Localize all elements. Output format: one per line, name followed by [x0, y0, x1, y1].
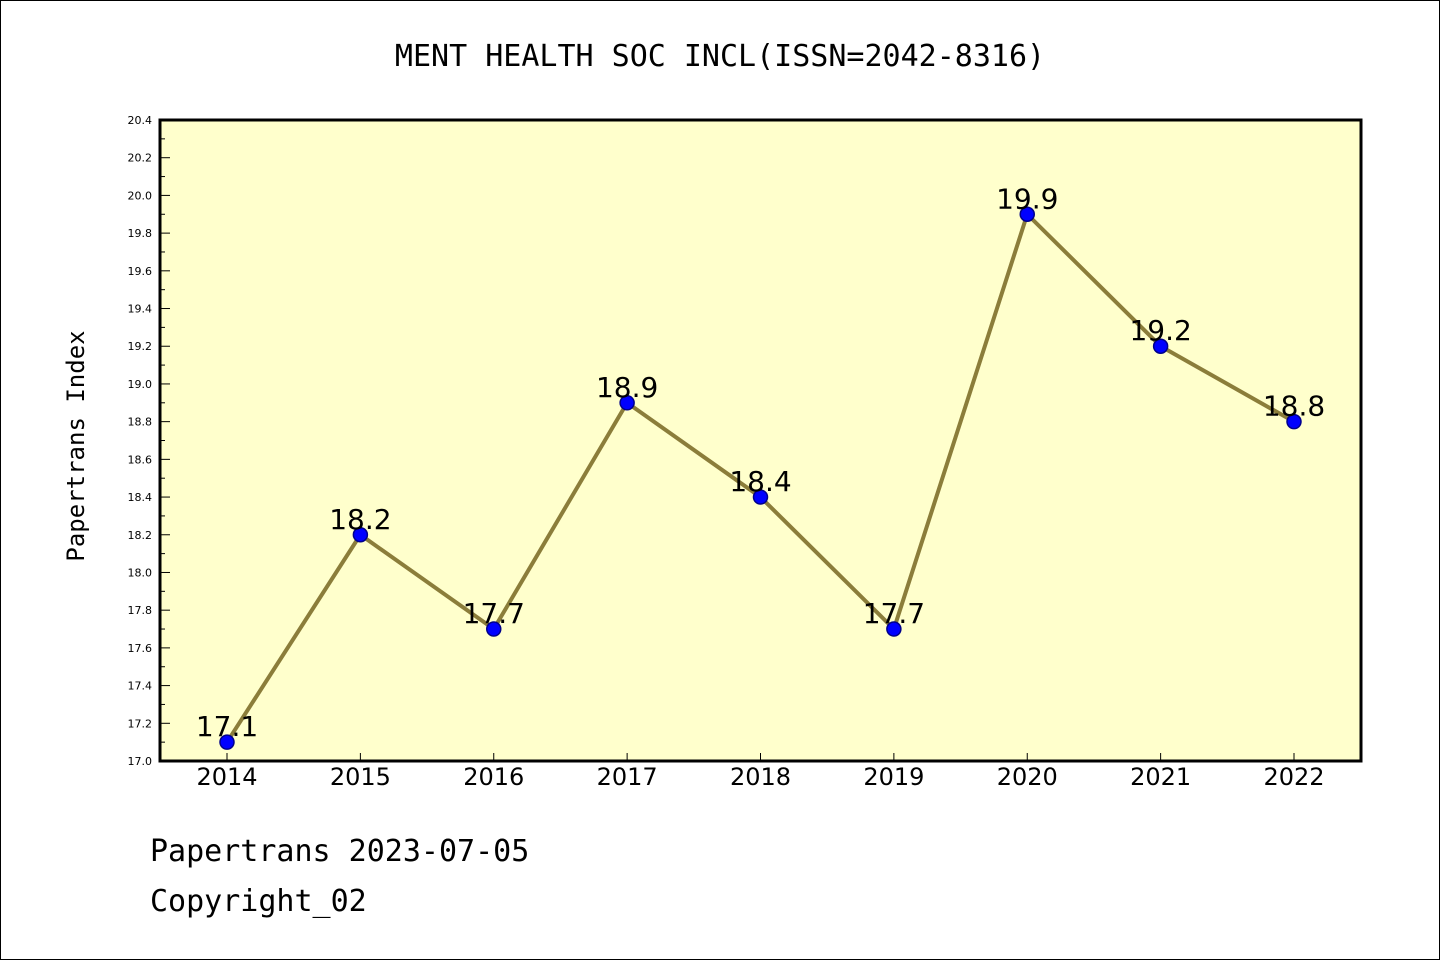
data-point	[1286, 413, 1302, 430]
x-tick-label: 2014	[196, 763, 257, 791]
footer-date: Papertrans 2023-07-05	[150, 834, 530, 869]
data-point	[886, 621, 902, 637]
data-label: 18.8	[1263, 390, 1325, 423]
data-point	[619, 395, 635, 411]
footer-copyright: Copyright_02	[150, 884, 367, 919]
data-label: 18.4	[729, 465, 791, 498]
y-tick-label: 19.6	[128, 265, 153, 278]
x-tick-label: 2022	[1263, 763, 1324, 791]
y-tick-label: 18.6	[128, 453, 153, 466]
y-tick-label: 18.4	[128, 491, 153, 504]
data-point	[219, 734, 235, 750]
y-tick-label: 19.4	[128, 303, 153, 316]
y-tick-label: 20.4	[128, 114, 153, 127]
data-point	[1019, 206, 1035, 223]
x-tick-label: 2021	[1130, 763, 1191, 791]
y-tick-label: 19.2	[128, 340, 153, 353]
y-tick-label: 17.2	[128, 717, 153, 730]
y-tick-label: 19.8	[128, 227, 153, 240]
y-tick-label: 17.6	[128, 642, 153, 655]
data-point	[486, 621, 502, 637]
x-axis-ticks: 2014 2015 2016 2017 2018 2019 2020 2021 2022	[196, 753, 1325, 791]
data-point	[752, 489, 769, 505]
data-point	[352, 527, 369, 543]
y-tick-label: 20.2	[128, 152, 153, 165]
x-tick-label: 2015	[330, 763, 391, 791]
y-tick-label: 18.2	[128, 529, 153, 542]
y-tick-label: 17.4	[128, 680, 153, 693]
y-tick-label: 17.8	[128, 604, 153, 617]
data-label: 18.2	[329, 503, 391, 536]
y-axis-label: Papertrans Index	[62, 330, 90, 561]
data-label: 17.1	[196, 710, 258, 743]
x-tick-label: 2017	[597, 763, 658, 791]
x-tick-label: 2020	[997, 763, 1058, 791]
y-axis-ticks: 17.0 17.2 17.4 17.6 17.8 18.0 18.2 18.4 18.6 18.8…	[128, 114, 170, 768]
series-line-group	[219, 206, 1302, 750]
y-tick-label: 17.0	[128, 755, 153, 768]
y-tick-label: 20.0	[128, 189, 153, 202]
data-label: 17.7	[863, 597, 925, 630]
data-label-group: 17.1 18.2 17.7 18.9 18.4 17.7 19.9 19.2 18.8	[196, 182, 1325, 743]
data-label: 19.2	[1129, 314, 1191, 347]
data-point	[1152, 338, 1169, 354]
data-label: 19.9	[996, 182, 1058, 215]
plot-area	[158, 118, 1363, 763]
y-tick-label: 18.8	[128, 416, 153, 429]
y-tick-label: 19.0	[128, 378, 153, 391]
x-tick-label: 2018	[730, 763, 791, 791]
y-tick-label: 18.0	[128, 566, 153, 579]
data-label: 17.7	[463, 597, 525, 630]
x-tick-label: 2019	[863, 763, 924, 791]
data-label: 18.9	[596, 371, 658, 404]
chart-title: MENT HEALTH SOC INCL(ISSN=2042-8316)	[395, 39, 1045, 74]
x-tick-label: 2016	[463, 763, 524, 791]
